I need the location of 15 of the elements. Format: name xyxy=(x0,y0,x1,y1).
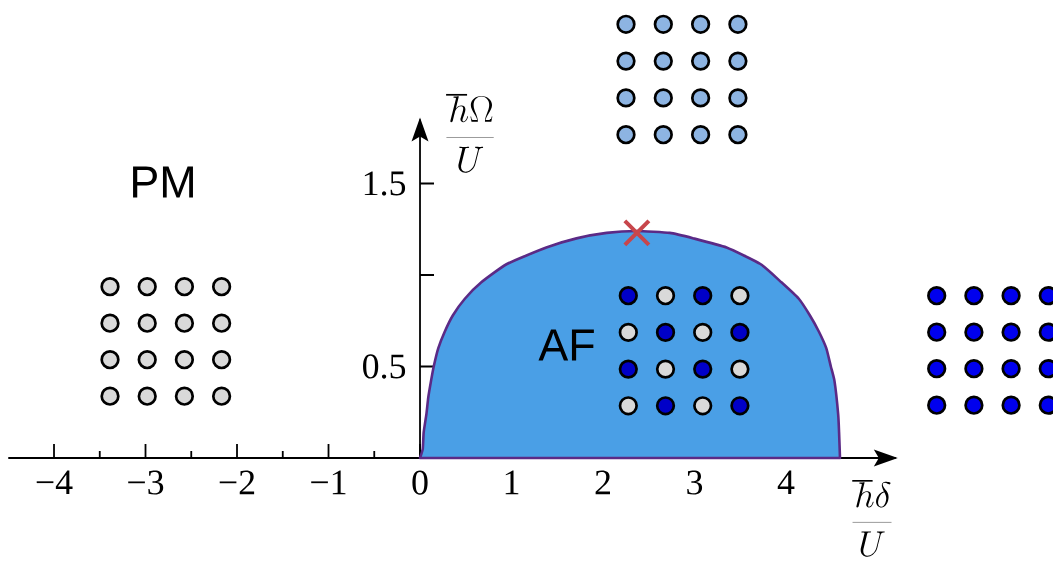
annotation: AF xyxy=(538,329,594,361)
x-tick-label: −3 xyxy=(128,470,164,495)
y-axis-title: $\frac{\hbar\Omega}{U}$ xyxy=(446,93,494,173)
x-axis-title: $\frac{\hbar\delta}{U}$ xyxy=(852,480,892,557)
y-tick-label: 0.5 xyxy=(363,354,406,379)
x-tick-label: −4 xyxy=(36,470,73,495)
x-tick-label: 0 xyxy=(412,470,428,495)
x-tick-label: 3 xyxy=(687,470,703,495)
x-tick-label: −2 xyxy=(219,470,255,495)
y-tick-label: 1.5 xyxy=(364,171,406,196)
x-tick-label: 1 xyxy=(505,470,519,495)
x-tick-label: 2 xyxy=(595,470,610,495)
x-tick-label: 4 xyxy=(777,470,795,495)
annotation: PM xyxy=(133,166,193,198)
x-tick-label: −1 xyxy=(311,470,346,495)
